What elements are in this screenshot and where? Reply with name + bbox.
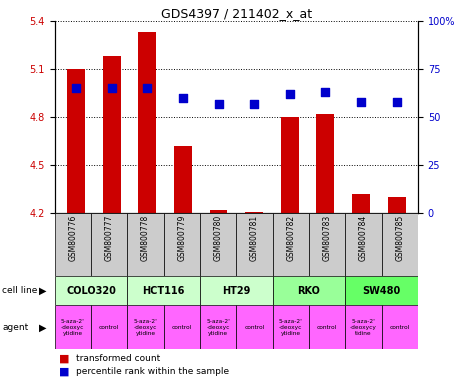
Bar	[381, 305, 418, 349]
Text: transformed count: transformed count	[76, 354, 160, 363]
Text: GSM800780: GSM800780	[214, 215, 223, 261]
Text: HCT116: HCT116	[142, 286, 185, 296]
Text: 5-aza-2'
-deoxyc
ytidine: 5-aza-2' -deoxyc ytidine	[206, 319, 230, 336]
Bar	[273, 213, 309, 276]
Bar	[127, 305, 163, 349]
Point	[357, 99, 365, 105]
Bar	[163, 305, 200, 349]
Point	[322, 89, 329, 95]
Bar	[67, 69, 85, 213]
Text: GSM800785: GSM800785	[395, 215, 404, 261]
Point	[179, 95, 187, 101]
Point	[215, 101, 222, 107]
Point	[143, 85, 151, 91]
Text: control: control	[390, 325, 410, 330]
Text: ■: ■	[59, 367, 70, 377]
Bar	[345, 305, 381, 349]
Bar	[245, 212, 263, 213]
Bar	[273, 305, 309, 349]
Bar	[127, 213, 163, 276]
Text: COLO320: COLO320	[66, 286, 116, 296]
Text: agent: agent	[2, 323, 28, 332]
Bar	[309, 213, 345, 276]
Bar	[103, 56, 121, 213]
Bar	[237, 305, 273, 349]
Bar	[91, 305, 127, 349]
Text: GSM800784: GSM800784	[359, 215, 368, 261]
Bar	[200, 305, 237, 349]
Text: RKO: RKO	[297, 286, 321, 296]
Text: 5-aza-2'
-deoxyc
ytidine: 5-aza-2' -deoxyc ytidine	[279, 319, 303, 336]
Bar	[381, 213, 418, 276]
Text: GSM800781: GSM800781	[250, 215, 259, 261]
Text: ▶: ▶	[39, 322, 47, 333]
Bar	[352, 194, 370, 213]
Bar	[281, 117, 299, 213]
Bar	[209, 210, 228, 213]
Bar	[163, 213, 200, 276]
Text: SW480: SW480	[362, 286, 401, 296]
Bar	[91, 213, 127, 276]
Text: control: control	[171, 325, 192, 330]
Text: control: control	[244, 325, 265, 330]
Text: GSM800779: GSM800779	[177, 215, 186, 262]
Bar	[174, 146, 192, 213]
Text: cell line: cell line	[2, 286, 38, 295]
Text: ■: ■	[59, 353, 70, 363]
Text: GSM800776: GSM800776	[68, 215, 77, 262]
Bar	[127, 276, 200, 305]
Bar	[55, 213, 91, 276]
Bar	[316, 114, 334, 213]
Title: GDS4397 / 211402_x_at: GDS4397 / 211402_x_at	[161, 7, 312, 20]
Text: 5-aza-2'
-deoxycy
tidine: 5-aza-2' -deoxycy tidine	[350, 319, 377, 336]
Text: control: control	[317, 325, 337, 330]
Text: 5-aza-2'
-deoxyc
ytidine: 5-aza-2' -deoxyc ytidine	[133, 319, 157, 336]
Text: HT29: HT29	[222, 286, 250, 296]
Text: GSM800778: GSM800778	[141, 215, 150, 261]
Bar	[388, 197, 406, 213]
Bar	[345, 213, 381, 276]
Text: percentile rank within the sample: percentile rank within the sample	[76, 367, 229, 376]
Bar	[309, 305, 345, 349]
Point	[108, 85, 115, 91]
Bar	[200, 213, 237, 276]
Bar	[138, 32, 156, 213]
Bar	[273, 276, 345, 305]
Text: GSM800783: GSM800783	[323, 215, 332, 261]
Text: 5-aza-2'
-deoxyc
ytidine: 5-aza-2' -deoxyc ytidine	[61, 319, 85, 336]
Point	[393, 99, 400, 105]
Bar	[200, 276, 273, 305]
Bar	[55, 305, 91, 349]
Bar	[237, 213, 273, 276]
Bar	[345, 276, 418, 305]
Point	[250, 101, 258, 107]
Text: ▶: ▶	[39, 286, 47, 296]
Text: GSM800782: GSM800782	[286, 215, 295, 261]
Text: GSM800777: GSM800777	[104, 215, 114, 262]
Bar	[55, 276, 127, 305]
Point	[72, 85, 80, 91]
Text: control: control	[99, 325, 119, 330]
Point	[286, 91, 294, 97]
